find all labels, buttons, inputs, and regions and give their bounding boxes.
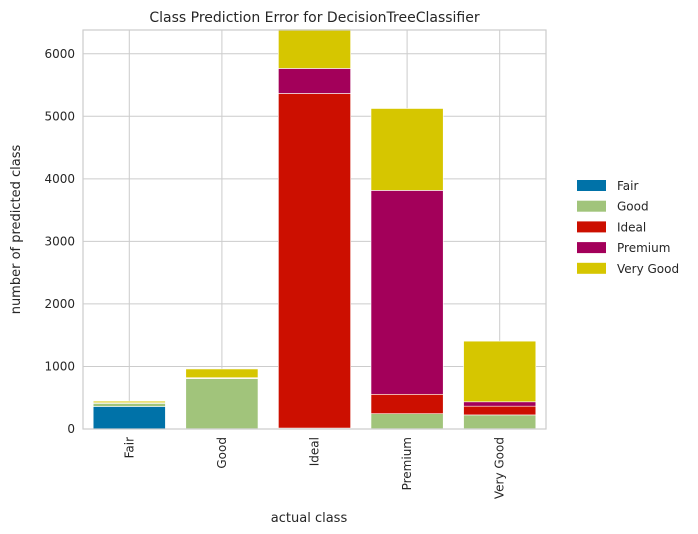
- bar-segment: [92, 403, 166, 407]
- legend-label: Premium: [617, 241, 670, 255]
- legend-label: Good: [617, 200, 649, 214]
- x-tick-label: Good: [215, 437, 229, 469]
- x-tick-label: Fair: [122, 437, 136, 458]
- y-tick-label: 1000: [44, 359, 75, 373]
- chart-title: Class Prediction Error for DecisionTreeC…: [149, 10, 479, 26]
- y-axis-label: number of predicted class: [9, 144, 24, 314]
- y-tick-label: 3000: [44, 234, 75, 248]
- x-tick-label: Very Good: [493, 437, 507, 499]
- bar-segment: [370, 190, 444, 395]
- plot-frame: [82, 29, 547, 430]
- bar-segment: [463, 401, 537, 407]
- y-tick-label: 5000: [44, 109, 75, 123]
- legend-swatch: [577, 242, 606, 254]
- bar-segment: [185, 368, 259, 379]
- x-tick-labels: Fair Good Ideal Premium Very Good: [122, 437, 506, 499]
- bar-segment: [278, 28, 351, 69]
- x-tick-label: Premium: [400, 437, 414, 490]
- bar-segment: [278, 93, 351, 429]
- bar-segment: [185, 378, 259, 429]
- legend-label: Ideal: [617, 220, 646, 234]
- bar-segment: [370, 108, 444, 191]
- legend-label: Fair: [617, 179, 638, 193]
- bar-segment: [463, 340, 537, 403]
- bar-segment: [370, 413, 444, 429]
- bar-segment: [92, 406, 166, 430]
- bar-segment: [92, 400, 166, 404]
- legend-swatch: [577, 180, 606, 191]
- bar-segment: [278, 68, 351, 94]
- legend: Fair Good Ideal Premium Very Good: [577, 179, 679, 276]
- legend-label: Very Good: [617, 262, 679, 276]
- legend-swatch: [577, 221, 606, 233]
- legend-swatch: [577, 200, 606, 212]
- y-tick-label: 6000: [44, 47, 75, 61]
- bar-segment: [463, 405, 537, 416]
- y-tick-label: 4000: [44, 172, 75, 186]
- y-tick-labels: 0 1000 2000 3000 4000 5000 6000: [44, 47, 75, 436]
- bar-segment: [370, 393, 444, 414]
- bars: [92, 28, 537, 430]
- y-tick-label: 0: [67, 422, 75, 436]
- legend-swatch: [577, 262, 606, 274]
- bar-segment: [463, 414, 537, 429]
- x-axis-label: actual class: [271, 511, 348, 526]
- x-tick-label: Ideal: [308, 437, 322, 466]
- y-tick-label: 2000: [44, 297, 75, 311]
